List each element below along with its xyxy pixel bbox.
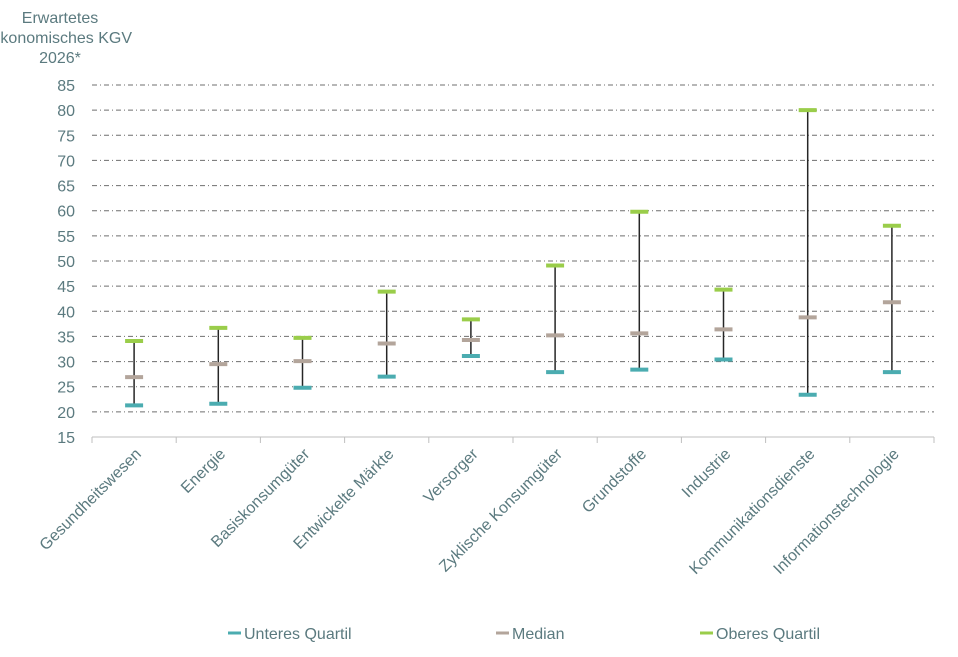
y-axis-ticks: 15 20 25 30 35 40 45 50 55 60 65 70 75 80 85 [57,78,75,447]
x-category-label: Grundstoffe [579,446,650,517]
legend-label: Oberes Quartil [716,626,820,643]
gridlines [92,84,934,413]
y-tick-label: 75 [57,128,75,145]
y-tick-label: 35 [57,329,75,346]
y-tick-label: 85 [57,78,75,95]
x-category-label: Industrie [679,446,734,501]
y-tick-label: 30 [57,355,75,372]
y-tick-label: 15 [57,430,75,447]
x-category-label: Versorger [421,445,483,507]
y-tick-label: 45 [57,279,75,296]
y-axis-title-line: Erwartetes [22,10,98,27]
quartile-marks [125,108,901,408]
y-axis-title-line: Ökonomisches KGV [0,29,132,47]
x-category-label: Energie [178,446,229,497]
category-labels: Gesundheitswesen EnergieBasiskonsumgüterE… [37,445,903,578]
y-axis-title-line: 2026* [39,50,81,67]
y-tick-label: 80 [57,103,75,120]
x-axis [91,436,935,443]
range-lines [133,110,893,406]
legend: Unteres Quartil Median Oberes Quartil [228,626,820,643]
legend-label: Median [512,626,564,643]
y-tick-label: 55 [57,229,75,246]
y-tick-label: 40 [57,304,75,321]
y-axis-title: Erwartetes Ökonomisches KGV 2026* [0,10,132,67]
y-tick-label: 60 [57,204,75,221]
legend-label: Unteres Quartil [244,626,352,643]
y-tick-label: 20 [57,405,75,422]
y-tick-label: 70 [57,153,75,170]
x-category-label: Gesundheitswesen [37,446,145,554]
y-tick-label: 25 [57,380,75,397]
y-tick-label: 65 [57,179,75,196]
y-tick-label: 50 [57,254,75,271]
